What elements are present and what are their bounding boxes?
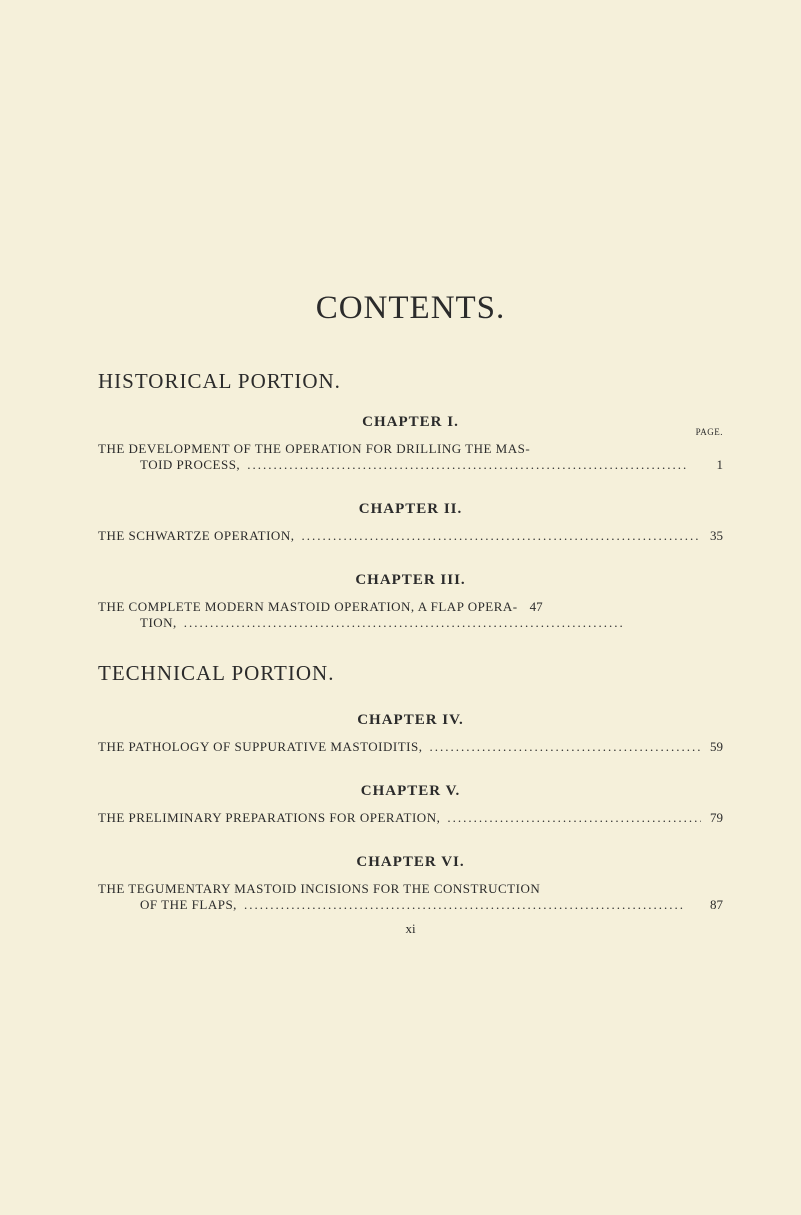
leader-dots: ........................................… <box>443 810 701 826</box>
chapter-6-heading: CHAPTER VI. <box>98 854 723 871</box>
contents-title: CONTENTS. <box>98 290 723 327</box>
chapter-2-page: 35 <box>701 528 723 544</box>
chapter-1-entry: PAGE. THE DEVELOPMENT OF THE OPERATION F… <box>98 441 723 473</box>
leader-dots: ........................................… <box>243 457 701 473</box>
chapter-1-line1: THE DEVELOPMENT OF THE OPERATION FOR DRI… <box>98 441 533 457</box>
leader-dots: ........................................… <box>297 528 701 544</box>
chapter-5-line1: THE PRELIMINARY PREPARATIONS FOR OPERATI… <box>98 810 443 826</box>
chapter-6-line1: THE TEGUMENTARY MASTOID INCISIONS FOR TH… <box>98 881 543 897</box>
chapter-6-entry: THE TEGUMENTARY MASTOID INCISIONS FOR TH… <box>98 881 723 913</box>
chapter-2-heading: CHAPTER II. <box>98 501 723 518</box>
chapter-6-line2: OF THE FLAPS, <box>140 897 240 913</box>
leader-dots: ........................................… <box>240 897 701 913</box>
section-historical-title: HISTORICAL PORTION. <box>98 369 723 394</box>
chapter-1-heading: CHAPTER I. <box>98 414 723 431</box>
chapter-5-entry: THE PRELIMINARY PREPARATIONS FOR OPERATI… <box>98 810 723 826</box>
chapter-2-entry: THE SCHWARTZE OPERATION, ...............… <box>98 528 723 544</box>
chapter-3-entry: THE COMPLETE MODERN MASTOID OPERATION, A… <box>98 599 723 631</box>
chapter-4-entry: THE PATHOLOGY OF SUPPURATIVE MASTOIDITIS… <box>98 739 723 755</box>
chapter-4-page: 59 <box>701 739 723 755</box>
leader-dots: ........................................… <box>180 615 701 631</box>
chapter-4-heading: CHAPTER IV. <box>98 712 723 729</box>
chapter-5-heading: CHAPTER V. <box>98 783 723 800</box>
chapter-1-line2: TOID PROCESS, <box>140 457 243 473</box>
leader-dots: ........................................… <box>425 739 701 755</box>
page-label: PAGE. <box>696 427 723 437</box>
chapter-4-line1: THE PATHOLOGY OF SUPPURATIVE MASTOIDITIS… <box>98 739 425 755</box>
chapter-3-page: 47 <box>521 599 543 615</box>
chapter-5-page: 79 <box>701 810 723 826</box>
chapter-2-line1: THE SCHWARTZE OPERATION, <box>98 528 297 544</box>
chapter-1-page: 1 <box>701 457 723 473</box>
chapter-3-line2: TION, <box>140 615 180 631</box>
page-roman-numeral: xi <box>98 921 723 937</box>
chapter-3-heading: CHAPTER III. <box>98 572 723 589</box>
chapter-3-line1: THE COMPLETE MODERN MASTOID OPERATION, A… <box>98 599 521 615</box>
chapter-6-page: 87 <box>701 897 723 913</box>
section-technical-title: TECHNICAL PORTION. <box>98 661 723 686</box>
